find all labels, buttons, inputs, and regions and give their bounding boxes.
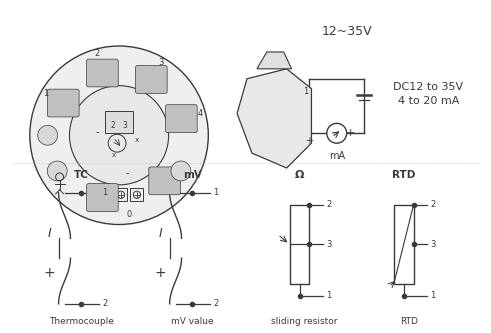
Text: TC: TC [74,170,89,180]
Text: mA: mA [328,151,345,161]
Text: 1: 1 [213,188,218,197]
Bar [131,188,143,201]
Text: +: + [346,128,355,138]
Text: 2: 2 [431,200,436,209]
Text: 2: 2 [102,299,108,308]
Text: 12~35V: 12~35V [322,25,373,38]
Polygon shape [237,69,311,168]
Text: x: x [112,152,116,158]
Text: 3: 3 [159,58,164,67]
Text: 2: 2 [213,299,218,308]
FancyBboxPatch shape [149,167,181,195]
Bar [158,174,171,188]
Text: Ω: Ω [295,170,304,180]
Text: 3: 3 [327,240,332,249]
Bar [95,66,109,80]
Text: +: + [155,266,166,280]
Text: sliding resistor: sliding resistor [271,317,338,326]
Text: +: + [44,266,55,280]
Text: 4: 4 [198,109,203,118]
Circle shape [38,125,57,145]
Bar [95,190,109,204]
Text: -: - [321,128,325,138]
Text: I: I [159,227,163,240]
Circle shape [47,161,67,181]
Bar [290,205,309,284]
Text: 1: 1 [327,291,331,300]
Text: +: + [305,136,313,146]
Bar [394,205,413,284]
Circle shape [171,161,191,181]
Text: 1: 1 [303,87,309,96]
Text: mV value: mV value [171,317,214,326]
Text: DC12 to 35V
4 to 20 mA: DC12 to 35V 4 to 20 mA [393,82,464,106]
Text: -: - [125,168,129,178]
Circle shape [70,86,168,185]
Text: I: I [48,227,52,240]
Text: RTD: RTD [400,317,417,326]
Text: 0: 0 [126,210,132,219]
Text: 3: 3 [431,240,436,249]
Text: 2: 2 [95,49,100,58]
Text: 1: 1 [43,89,49,98]
Text: 3: 3 [123,121,128,130]
Bar [275,132,293,150]
Bar [271,83,289,101]
Polygon shape [257,52,292,69]
Bar [105,112,133,133]
Text: 1: 1 [431,291,436,300]
FancyBboxPatch shape [165,105,197,133]
FancyBboxPatch shape [86,59,118,87]
Text: mV: mV [183,170,202,180]
FancyBboxPatch shape [136,66,167,93]
Bar [56,96,70,110]
Text: -: - [95,127,99,137]
FancyBboxPatch shape [47,89,79,117]
Text: 1: 1 [102,188,108,197]
Text: x: x [135,137,139,143]
Text: 2: 2 [111,121,115,130]
Circle shape [30,46,208,224]
Bar [174,112,188,126]
Text: RTD: RTD [392,170,415,180]
Text: 2: 2 [327,200,331,209]
FancyBboxPatch shape [86,183,118,211]
Text: Thermocouple: Thermocouple [49,317,114,326]
Circle shape [327,123,347,143]
Bar [144,73,158,86]
Bar [114,188,128,201]
